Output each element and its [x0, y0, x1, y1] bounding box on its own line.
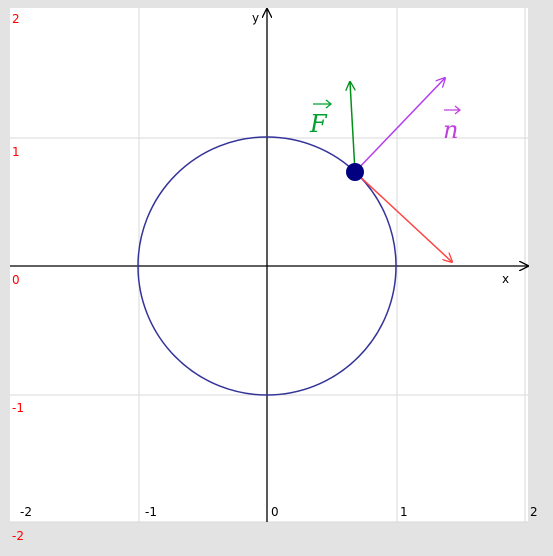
x-tick-label: -2 — [20, 505, 32, 519]
x-axis-label: x — [502, 272, 509, 286]
y-axis-label: y — [252, 11, 259, 25]
unit-circle — [137, 136, 397, 396]
x-tick-label: 1 — [400, 505, 408, 519]
normal-label: n — [443, 116, 458, 144]
normal-label-arrow — [444, 105, 462, 115]
y-tick-label: -2 — [12, 529, 24, 543]
plot-area — [10, 8, 528, 522]
x-tick-label: 2 — [530, 505, 538, 519]
y-tick-label: 2 — [12, 12, 20, 26]
x-tick-label: 0 — [271, 505, 279, 519]
force-vector — [350, 82, 356, 173]
force-label-arrow — [313, 99, 333, 109]
tangent-vector — [354, 171, 452, 262]
force-label: F — [309, 110, 328, 138]
y-tick-label: 0 — [12, 273, 20, 287]
y-tick-label: -1 — [12, 401, 24, 415]
x-tick-label: -1 — [145, 505, 157, 519]
normal-vector — [354, 78, 445, 173]
point — [346, 163, 364, 181]
y-tick-label: 1 — [12, 145, 20, 159]
